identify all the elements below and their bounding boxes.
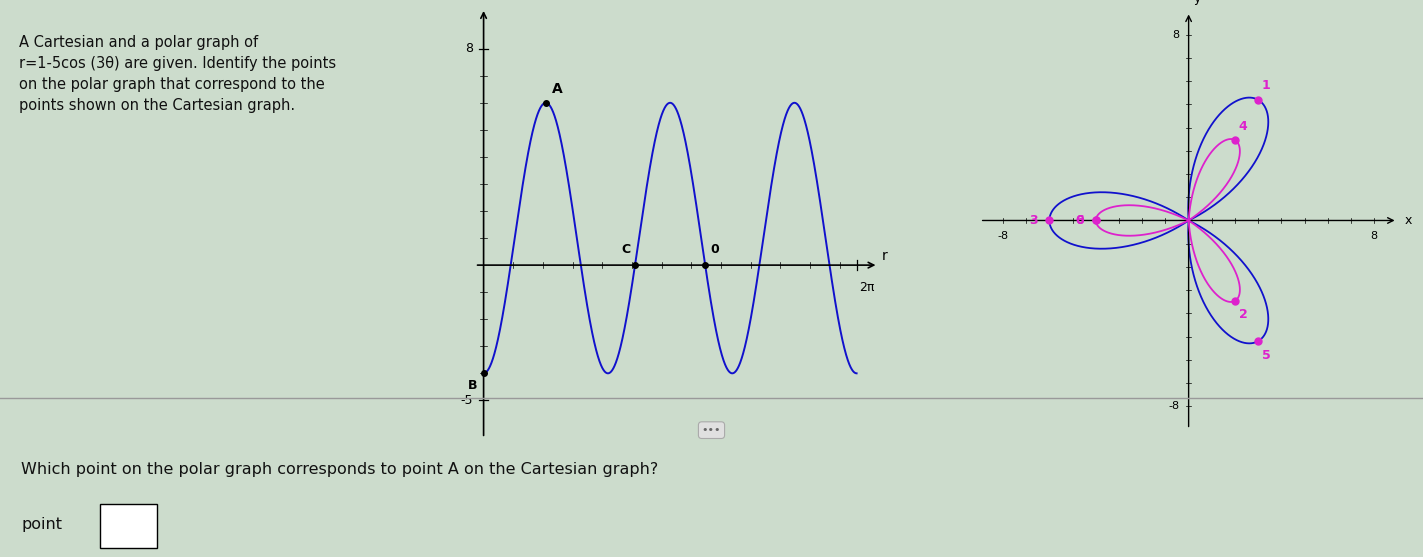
Text: x: x bbox=[1405, 214, 1412, 227]
Text: A: A bbox=[552, 82, 562, 96]
FancyBboxPatch shape bbox=[100, 504, 157, 548]
Text: 6: 6 bbox=[1076, 214, 1084, 227]
Text: 8: 8 bbox=[1370, 231, 1377, 241]
Text: 8: 8 bbox=[1173, 30, 1180, 40]
Text: Which point on the polar graph corresponds to point A on the Cartesian graph?: Which point on the polar graph correspon… bbox=[21, 462, 659, 477]
Text: 1: 1 bbox=[1262, 79, 1271, 92]
Text: 2: 2 bbox=[1239, 309, 1248, 321]
Text: C: C bbox=[622, 243, 630, 256]
Text: B: B bbox=[468, 379, 478, 392]
Text: 4: 4 bbox=[1239, 120, 1248, 133]
Text: 5: 5 bbox=[1262, 349, 1271, 361]
Text: 8: 8 bbox=[465, 42, 472, 55]
Text: 0: 0 bbox=[710, 243, 719, 256]
Text: •••: ••• bbox=[702, 425, 721, 435]
Text: 2π: 2π bbox=[859, 281, 875, 294]
Text: A Cartesian and a polar graph of
r=1-5cos (3θ) are given. Identify the points
on: A Cartesian and a polar graph of r=1-5co… bbox=[18, 35, 336, 113]
Text: -5: -5 bbox=[461, 394, 472, 407]
Text: -8: -8 bbox=[1168, 401, 1180, 411]
Text: 3: 3 bbox=[1029, 214, 1037, 227]
Text: point: point bbox=[21, 517, 63, 532]
Text: y: y bbox=[1194, 0, 1201, 4]
Text: -8: -8 bbox=[998, 231, 1009, 241]
Text: 0: 0 bbox=[1076, 214, 1084, 227]
Text: r: r bbox=[881, 248, 887, 263]
